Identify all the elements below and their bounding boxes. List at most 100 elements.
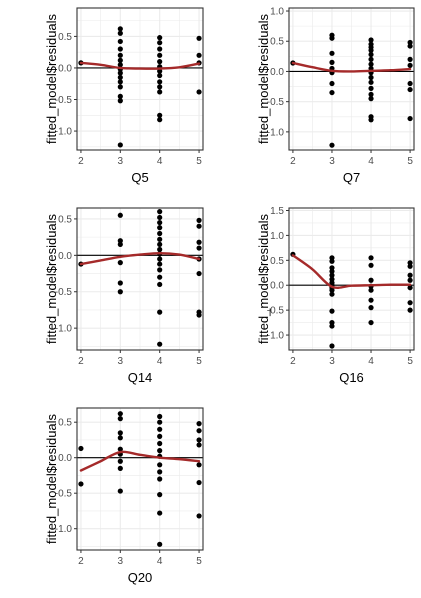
y-tick-label: -0.5 bbox=[55, 95, 73, 106]
residual-point bbox=[157, 440, 163, 447]
residual-point bbox=[157, 46, 163, 52]
y-tick-label: -1.0 bbox=[55, 324, 73, 335]
residual-point bbox=[196, 421, 202, 427]
y-axis-title: fitted_model$residuals bbox=[44, 13, 59, 144]
residual-point bbox=[368, 47, 374, 53]
residual-point bbox=[368, 91, 374, 98]
chart-svg-q20: -1.0 -0.5 0.0 0.5 2 3 4 5 Q20 fitted_model$residu… bbox=[44, 407, 204, 585]
residual-point bbox=[196, 437, 202, 443]
y-tick-label: 0.5 bbox=[58, 32, 72, 43]
y-tick-label: 0.0 bbox=[58, 251, 72, 262]
residual-point bbox=[157, 79, 163, 85]
residual-point bbox=[196, 89, 202, 95]
residual-point bbox=[117, 30, 123, 36]
residual-point bbox=[329, 343, 335, 349]
y-tick-label: 0.5 bbox=[270, 256, 284, 267]
x-tick-label: 4 bbox=[368, 356, 374, 367]
residual-point bbox=[329, 272, 335, 278]
residual-point bbox=[157, 261, 163, 267]
smooth-curve bbox=[79, 251, 201, 266]
residual-point bbox=[196, 513, 202, 519]
residual-point bbox=[117, 238, 123, 244]
residual-point bbox=[157, 309, 163, 315]
residual-point bbox=[407, 300, 413, 306]
residual-point bbox=[407, 62, 413, 69]
residual-point bbox=[157, 492, 163, 498]
residual-point bbox=[368, 37, 374, 43]
y-tick-label: -0.5 bbox=[267, 97, 285, 108]
y-tick-label: 0.5 bbox=[58, 418, 72, 429]
x-tick-label: 5 bbox=[196, 156, 202, 167]
residual-point bbox=[157, 241, 163, 248]
residual-point bbox=[157, 246, 163, 253]
residual-point bbox=[407, 115, 413, 122]
residual-point bbox=[407, 277, 413, 283]
x-axis-title-q5: Q5 bbox=[131, 170, 148, 185]
residual-point bbox=[117, 416, 123, 422]
panel-border bbox=[76, 207, 204, 351]
residual-point bbox=[368, 56, 374, 62]
residual-point bbox=[117, 62, 123, 68]
residual-point bbox=[368, 117, 374, 123]
residual-point bbox=[157, 541, 163, 547]
y-tick-label: 1.0 bbox=[270, 231, 284, 242]
residual-point bbox=[157, 510, 163, 516]
y-tick-label: -1.0 bbox=[55, 127, 73, 138]
x-tick-label: 5 bbox=[407, 156, 413, 167]
residual-point bbox=[329, 89, 335, 96]
residual-point bbox=[368, 297, 374, 303]
residual-point bbox=[157, 448, 163, 454]
x-axis-title-q7: Q7 bbox=[343, 170, 360, 185]
residual-point bbox=[407, 272, 413, 278]
y-tick-label: 0.5 bbox=[58, 214, 72, 225]
y-tick-label: 0.0 bbox=[270, 281, 284, 292]
x-tick-label: 2 bbox=[290, 356, 296, 367]
residual-point bbox=[329, 291, 335, 297]
residual-point bbox=[368, 319, 374, 326]
residual-point bbox=[368, 61, 374, 67]
residual-point bbox=[157, 72, 163, 79]
y-axis-title: fitted_model$residuals bbox=[44, 213, 59, 344]
residual-point bbox=[196, 245, 202, 251]
x-axis-title-q14: Q14 bbox=[128, 370, 153, 385]
x-tick-label: 3 bbox=[118, 356, 124, 367]
residual-point bbox=[157, 267, 163, 273]
residual-point bbox=[157, 236, 163, 242]
residual-point bbox=[157, 59, 163, 65]
y-axis-title: fitted_model$residuals bbox=[256, 213, 271, 344]
panel-border bbox=[288, 207, 415, 351]
residual-point bbox=[329, 142, 335, 148]
residual-point bbox=[157, 433, 163, 439]
x-tick-label: 3 bbox=[329, 156, 335, 167]
residual-point bbox=[368, 277, 374, 283]
x-tick-label: 5 bbox=[407, 356, 413, 367]
residual-point bbox=[407, 43, 413, 49]
chart-svg-q14: -1.0 -0.5 0.0 0.5 2 3 4 5 Q14 fitted_model$residu… bbox=[44, 207, 204, 385]
residual-point bbox=[368, 287, 374, 293]
residual-point bbox=[196, 442, 202, 448]
y-tick-label: -1.0 bbox=[267, 331, 285, 342]
residual-point bbox=[329, 287, 335, 293]
residual-point bbox=[117, 84, 123, 90]
residual-point bbox=[329, 35, 335, 41]
residual-point bbox=[196, 462, 202, 468]
residual-point bbox=[329, 258, 335, 264]
residual-point bbox=[117, 46, 123, 52]
residual-point bbox=[117, 74, 123, 81]
x-axis-title-q20: Q20 bbox=[128, 570, 153, 585]
residual-point bbox=[329, 80, 335, 87]
residual-point bbox=[157, 209, 163, 215]
residual-point bbox=[117, 212, 123, 218]
y-tick-label: -0.5 bbox=[55, 287, 73, 298]
residual-point bbox=[157, 476, 163, 482]
smooth-curve bbox=[291, 61, 412, 73]
residual-point bbox=[196, 312, 202, 318]
residual-point bbox=[78, 445, 84, 452]
residual-point bbox=[157, 419, 163, 425]
residual-point bbox=[157, 413, 163, 420]
residual-point bbox=[368, 262, 374, 268]
x-tick-label: 3 bbox=[329, 356, 335, 367]
residual-point bbox=[368, 85, 374, 91]
residual-point bbox=[117, 52, 123, 58]
